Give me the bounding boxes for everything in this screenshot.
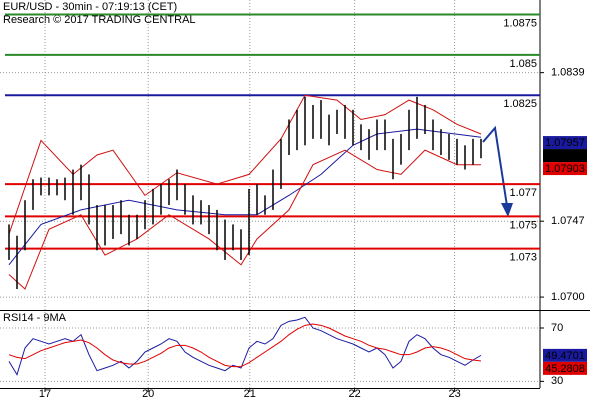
x-tick-label: 22 — [348, 388, 360, 400]
rsi-marker-label: 45.2808 — [545, 363, 585, 375]
level-label: 1.073 — [509, 252, 537, 264]
y-tick-label: 1.0839 — [551, 67, 585, 79]
price-marker — [543, 136, 587, 150]
y-tick-label: 1.0700 — [551, 291, 585, 303]
level-label: 1.075 — [509, 219, 537, 231]
x-tick-label: 23 — [448, 388, 460, 400]
rsi-marker-label: 49.4701 — [545, 350, 585, 362]
level-label: 1.085 — [509, 58, 537, 70]
y-tick-label: 1.0747 — [551, 215, 585, 227]
rsi-marker — [543, 361, 587, 375]
y-tick-label: 30 — [551, 375, 563, 387]
x-tick-label: 20 — [142, 388, 154, 400]
rsi-title: RSI14 - 9MA — [3, 312, 67, 324]
x-tick-label: 21 — [244, 388, 256, 400]
forecast-arrow — [482, 125, 508, 207]
level-label: 1.0825 — [503, 98, 537, 110]
level-label: 1.0875 — [503, 17, 537, 29]
price-marker-label: 1.07919 — [545, 150, 585, 162]
chart-title: EUR/USD - 30min - 07:19:13 (CET) — [3, 1, 177, 13]
y-tick-label: 70 — [551, 322, 563, 334]
price-marker — [543, 149, 587, 163]
level-label: 1.077 — [509, 187, 537, 199]
rsi-line — [8, 323, 482, 368]
x-tick-label: 17 — [39, 388, 51, 400]
forecast-arrowhead — [501, 203, 513, 217]
rsi-line — [8, 316, 482, 376]
rsi-marker — [543, 348, 587, 362]
price-marker — [543, 162, 587, 176]
indicator-line — [8, 94, 482, 235]
chart-subtitle: Research © 2017 TRADING CENTRAL — [3, 14, 196, 26]
price-marker-label: 1.07957 — [545, 137, 585, 149]
price-marker-label: 1.07903 — [545, 163, 585, 175]
